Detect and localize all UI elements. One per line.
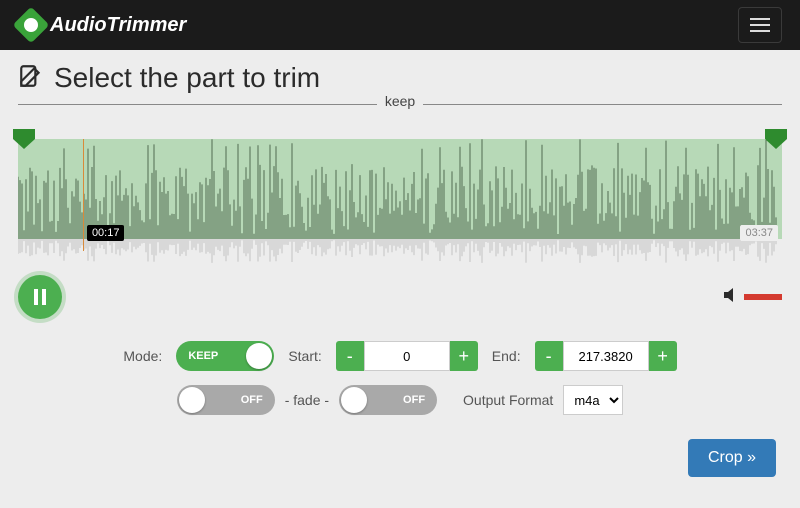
menu-toggle-button[interactable]	[738, 7, 782, 43]
start-input[interactable]	[364, 341, 450, 371]
volume-control[interactable]	[724, 288, 782, 307]
mode-toggle-knob	[246, 343, 272, 369]
end-label: End:	[492, 348, 521, 364]
duration-badge: 03:37	[740, 225, 778, 241]
current-time-badge: 00:17	[87, 225, 125, 241]
logo-mark-icon	[13, 7, 50, 44]
fade-out-knob	[341, 387, 367, 413]
start-stepper: - +	[336, 341, 478, 371]
start-label: Start:	[288, 348, 321, 364]
play-pause-button[interactable]	[18, 275, 62, 319]
fade-in-toggle[interactable]: OFF	[177, 385, 275, 415]
end-stepper: - +	[535, 341, 677, 371]
waveform-region[interactable]: 00:17 03:37	[18, 129, 782, 255]
mode-toggle-label: KEEP	[188, 350, 218, 362]
navbar: AudioTrimmer	[0, 0, 800, 50]
page-title: Select the part to trim	[54, 62, 320, 94]
waveform-upper	[18, 139, 782, 239]
playhead[interactable]	[83, 139, 84, 251]
crop-button[interactable]: Crop »	[688, 439, 776, 477]
main-content: Select the part to trim keep 00:17 03:37	[0, 50, 800, 477]
end-decrement-button[interactable]: -	[535, 341, 563, 371]
selection-label: keep	[377, 93, 423, 109]
end-input[interactable]	[563, 341, 649, 371]
trim-handle-start[interactable]	[13, 129, 35, 149]
edit-icon	[18, 63, 44, 94]
end-increment-button[interactable]: +	[649, 341, 677, 371]
trim-handle-end[interactable]	[765, 129, 787, 149]
mode-toggle[interactable]: KEEP	[176, 341, 274, 371]
brand-name: AudioTrimmer	[50, 14, 186, 37]
start-decrement-button[interactable]: -	[336, 341, 364, 371]
waveform-reflection	[18, 239, 782, 265]
fade-out-toggle[interactable]: OFF	[339, 385, 437, 415]
fade-out-label: OFF	[403, 394, 425, 406]
fade-in-label: OFF	[241, 394, 263, 406]
volume-icon	[724, 288, 740, 307]
volume-bar[interactable]	[744, 294, 782, 300]
fade-in-knob	[179, 387, 205, 413]
start-increment-button[interactable]: +	[450, 341, 478, 371]
output-format-select[interactable]: m4a	[563, 385, 623, 415]
selection-divider: keep	[18, 104, 782, 123]
brand-logo[interactable]: AudioTrimmer	[18, 12, 186, 38]
mode-label: Mode:	[123, 348, 162, 364]
output-format-label: Output Format	[463, 392, 553, 408]
fade-label: - fade -	[285, 392, 329, 408]
